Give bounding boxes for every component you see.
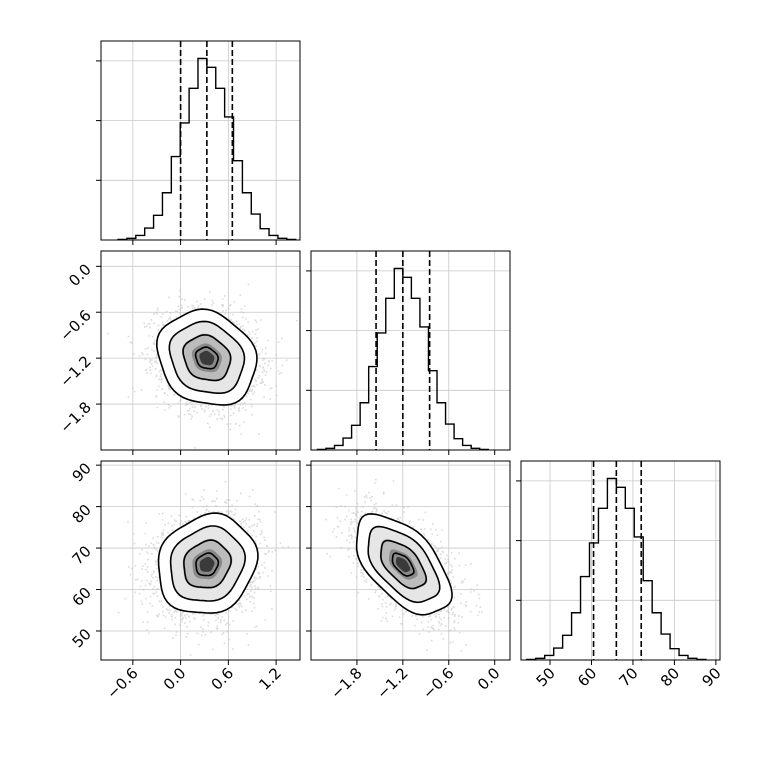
y-tick-label: −0.6 xyxy=(56,306,94,344)
density-fill xyxy=(395,557,411,573)
density-contour xyxy=(182,334,232,382)
density-contour xyxy=(155,308,258,406)
panel-frame xyxy=(100,250,301,451)
density-contour xyxy=(169,525,247,602)
y-tick-label: 80 xyxy=(69,501,95,527)
density-contour xyxy=(194,346,219,370)
x-tick-label: 0.6 xyxy=(208,664,238,694)
density-contour xyxy=(367,525,441,604)
x-tick-label: 0.0 xyxy=(160,664,190,694)
density-contour xyxy=(380,539,427,590)
y-tick-label: 70 xyxy=(69,542,95,568)
y-tick-label: 60 xyxy=(69,584,95,610)
panel-frame xyxy=(100,460,301,661)
histogram-panel-1 xyxy=(96,40,301,241)
panel-frame xyxy=(310,460,511,661)
x-tick-label: −1.8 xyxy=(327,664,365,702)
x-tick-label: 80 xyxy=(657,664,683,690)
density-fill xyxy=(199,556,215,572)
x-tick-label: 60 xyxy=(574,664,600,690)
y-tick-label: 0.0 xyxy=(65,260,95,290)
x-tick-label: −1.2 xyxy=(373,664,411,702)
density-contour xyxy=(183,539,232,589)
x-tick-label: 90 xyxy=(698,664,724,690)
density-panel-2 xyxy=(100,460,301,661)
y-tick-label: 90 xyxy=(69,459,95,485)
density-panel-3 xyxy=(310,460,511,661)
density-fill xyxy=(199,350,215,366)
density-contour xyxy=(168,320,246,394)
density-contour xyxy=(391,552,415,577)
panel-frame xyxy=(310,250,511,451)
y-tick-label: −1.8 xyxy=(56,398,94,436)
x-tick-label: 1.2 xyxy=(255,664,285,694)
density-contour xyxy=(157,512,259,614)
histogram-panel-3 xyxy=(516,460,721,661)
density-contour xyxy=(195,552,220,577)
x-tick-label: −0.6 xyxy=(419,664,457,702)
density-contour xyxy=(355,513,453,616)
panel-frame xyxy=(100,40,301,241)
x-tick-label: −0.6 xyxy=(103,664,141,702)
x-tick-label: 50 xyxy=(533,664,559,690)
density-panel-1 xyxy=(100,250,301,451)
histogram-panel-2 xyxy=(306,250,511,451)
x-tick-label: 70 xyxy=(616,664,642,690)
x-tick-label: 0.0 xyxy=(474,664,504,694)
y-tick-label: 50 xyxy=(69,625,95,651)
panel-frame xyxy=(520,460,721,661)
y-tick-label: −1.2 xyxy=(56,352,94,390)
